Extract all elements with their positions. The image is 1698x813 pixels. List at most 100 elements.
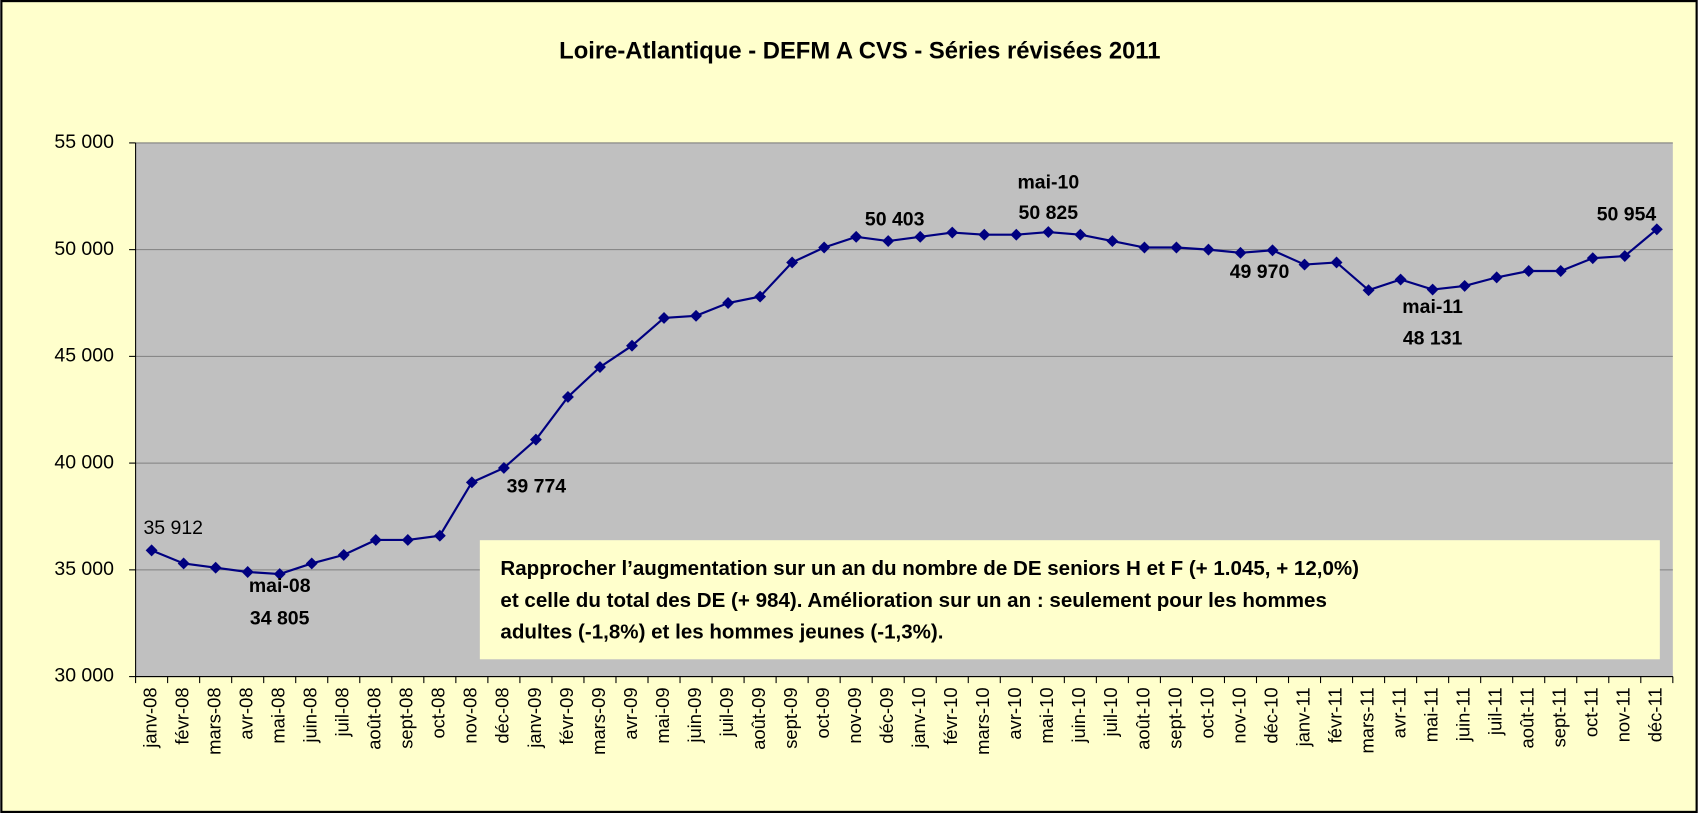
x-tick-label: mars-08 [204, 687, 225, 754]
point-marker [818, 241, 831, 254]
chart-title: Loire-Atlantique - DEFM A CVS - Séries r… [559, 37, 1160, 64]
point-marker [1106, 235, 1119, 248]
point-marker [1010, 228, 1023, 241]
x-tick-label: juil-08 [332, 687, 353, 737]
x-tick-label: mai-11 [1420, 687, 1441, 742]
x-tick-label: mars-10 [972, 687, 993, 754]
x-tick-label: août-10 [1132, 687, 1153, 749]
y-tick-label: 50 000 [54, 238, 114, 260]
x-tick-label: juin-11 [1453, 687, 1474, 742]
x-tick-label: juin-09 [684, 687, 705, 743]
x-tick-label: août-08 [364, 687, 385, 749]
y-tick-label: 40 000 [54, 451, 114, 473]
point-marker [594, 361, 606, 374]
x-tick-label: sept-09 [780, 687, 801, 748]
point-marker [497, 461, 510, 474]
x-tick-label: juin-08 [300, 687, 321, 743]
point-marker [1362, 284, 1375, 297]
point-marker [690, 309, 702, 322]
x-tick-label: nov-08 [460, 687, 481, 743]
data-label: 49 970 [1230, 261, 1290, 283]
annotation-text: Rapprocher l’augmentation sur un an du n… [500, 557, 1359, 580]
point-marker [561, 390, 574, 403]
y-tick-label: 35 000 [54, 558, 114, 580]
data-label: 48 131 [1403, 327, 1463, 349]
x-tick-label: nov-09 [844, 687, 865, 743]
point-marker [1618, 250, 1631, 262]
x-tick-label: avr-11 [1388, 687, 1409, 738]
point-marker [305, 557, 318, 570]
data-label: 50 954 [1597, 203, 1657, 225]
x-tick-label: déc-09 [876, 687, 897, 743]
x-tick-label: janv-08 [139, 687, 160, 748]
x-tick-label: déc-11 [1645, 687, 1666, 742]
x-tick-label: juil-09 [716, 687, 737, 737]
callout-label: mai-10 [1017, 171, 1079, 193]
x-tick-label: juil-10 [1100, 687, 1121, 737]
y-tick-label: 30 000 [54, 665, 114, 687]
x-tick-label: mars-11 [1356, 687, 1377, 753]
point-marker [1202, 243, 1215, 256]
callout-label: mai-11 [1402, 296, 1463, 318]
point-marker [850, 230, 863, 243]
x-tick-label: déc-08 [492, 687, 513, 743]
x-tick-label: oct-09 [812, 687, 833, 738]
point-marker [1042, 226, 1055, 238]
point-marker [241, 566, 254, 578]
data-label: 34 805 [250, 608, 310, 630]
data-label: 50 825 [1019, 202, 1079, 224]
point-marker [658, 311, 670, 324]
x-tick-label: déc-10 [1260, 687, 1281, 743]
point-marker [786, 256, 799, 269]
annotation-text: et celle du total des DE (+ 984). Amélio… [500, 589, 1326, 612]
annotation-box [479, 540, 1660, 660]
y-tick-label: 45 000 [54, 345, 114, 367]
x-tick-label: sept-10 [1164, 687, 1185, 748]
x-tick-label: nov-10 [1228, 687, 1249, 743]
x-tick-label: mai-09 [652, 687, 673, 743]
point-marker [1074, 228, 1087, 241]
x-tick-label: févr-11 [1324, 687, 1345, 743]
point-marker [946, 226, 959, 239]
x-tick-label: juil-11 [1485, 687, 1506, 736]
point-marker [1170, 241, 1183, 254]
point-marker [433, 529, 446, 542]
point-marker [1138, 241, 1151, 254]
x-tick-label: févr-08 [171, 687, 192, 744]
point-marker [1330, 256, 1343, 269]
point-marker [369, 534, 382, 546]
point-marker [529, 433, 542, 446]
y-tick-label: 55 000 [54, 131, 114, 153]
point-marker [1426, 283, 1439, 296]
point-marker [914, 230, 927, 243]
x-tick-label: mars-09 [588, 687, 609, 754]
data-label: 39 774 [507, 476, 567, 498]
x-tick-label: févr-09 [556, 687, 577, 744]
x-tick-label: oct-08 [428, 687, 449, 738]
point-marker [273, 568, 286, 580]
x-tick-label: janv-11 [1292, 687, 1313, 747]
x-tick-label: nov-11 [1613, 687, 1634, 742]
x-tick-label: mai-08 [268, 687, 289, 743]
point-marker [177, 557, 190, 570]
point-marker [1650, 223, 1663, 236]
x-tick-label: avr-10 [1004, 687, 1025, 739]
annotation-text: adultes (-1,8%) et les hommes jeunes (-1… [500, 621, 943, 644]
x-tick-label: avr-09 [620, 687, 641, 739]
x-tick-label: août-09 [748, 687, 769, 749]
point-marker [722, 297, 735, 309]
x-tick-label: janv-10 [908, 687, 929, 748]
x-tick-label: sept-11 [1549, 687, 1570, 747]
x-tick-label: avr-08 [236, 687, 257, 739]
point-marker [1458, 279, 1471, 292]
x-tick-label: févr-10 [940, 687, 961, 744]
point-marker [401, 534, 414, 546]
point-marker [754, 290, 767, 303]
x-tick-label: oct-10 [1196, 687, 1217, 738]
x-tick-label: août-11 [1517, 687, 1538, 748]
point-marker [145, 544, 158, 557]
point-marker [209, 561, 222, 574]
x-tick-label: sept-08 [396, 687, 417, 748]
